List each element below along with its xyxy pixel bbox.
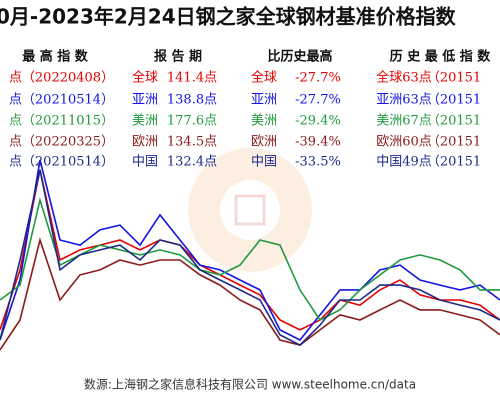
table-cell: （20151: [427, 93, 481, 108]
table-cell: 141.4点: [167, 71, 217, 86]
table-cell: 138.8点: [167, 93, 217, 108]
table-cell: （20211015）: [22, 114, 114, 129]
table-header: 比历史最高: [267, 49, 332, 65]
table-cell: 中国49点: [376, 155, 432, 170]
table-cell: 美洲67点: [376, 114, 432, 129]
table-header: 报 告 期: [154, 49, 202, 65]
chart-title: 0月-2023年2月24日钢之家全球钢材基准价格指数: [0, 5, 457, 29]
table-cell: -39.4%: [295, 135, 341, 150]
table-header: 历 史 最 低 指 数: [390, 49, 492, 65]
table-cell: 欧洲60点: [376, 135, 432, 150]
table-cell: -29.4%: [295, 114, 341, 129]
table-cell: -33.5%: [295, 155, 341, 170]
table-cell: 点: [9, 93, 22, 108]
series-line: [0, 237, 500, 351]
table-cell: 中国: [132, 155, 158, 170]
table-cell: -27.7%: [295, 93, 341, 108]
series-line: [0, 169, 500, 347]
table-cell: -27.7%: [295, 71, 341, 86]
source: 数源:上海钢之家信息科技有限公司 www.steelhome.cn/data: [84, 377, 416, 392]
table-cell: （20151: [427, 135, 481, 150]
table-header: 最 高 指 数: [22, 49, 89, 65]
table-cell: 177.6点: [167, 114, 217, 129]
table-cell: 欧洲: [251, 135, 277, 150]
table-cell: 亚洲: [251, 93, 277, 108]
table-cell: （20210514）: [22, 93, 114, 108]
watermark: [188, 148, 312, 272]
table-cell: （20151: [427, 114, 481, 129]
table-cell: 欧洲: [132, 135, 158, 150]
table-cell: 点: [9, 155, 22, 170]
table-cell: 134.5点: [167, 135, 217, 150]
table-cell: 全球: [132, 70, 158, 86]
table-cell: （20220325）: [22, 135, 114, 150]
table-cell: 点: [9, 114, 22, 129]
table-cell: 全球63点: [376, 70, 432, 86]
table-cell: 全球: [251, 70, 277, 86]
table-cell: 中国: [251, 155, 277, 170]
table-cell: （20151: [427, 155, 481, 170]
table-cell: 美洲: [251, 114, 277, 129]
table-cell: 点: [9, 135, 22, 150]
table-cell: （20151: [427, 71, 481, 86]
table-cell: （20210514）: [22, 155, 114, 170]
table-cell: 点: [9, 71, 22, 86]
table-cell: （20220408）: [22, 71, 114, 86]
table-cell: 美洲: [132, 114, 158, 129]
series-line: [0, 169, 500, 331]
series-line: [0, 159, 500, 342]
table-cell: 132.4点: [167, 155, 217, 170]
table-cell: 亚洲: [132, 93, 158, 108]
table-cell: 亚洲63点: [376, 93, 432, 108]
